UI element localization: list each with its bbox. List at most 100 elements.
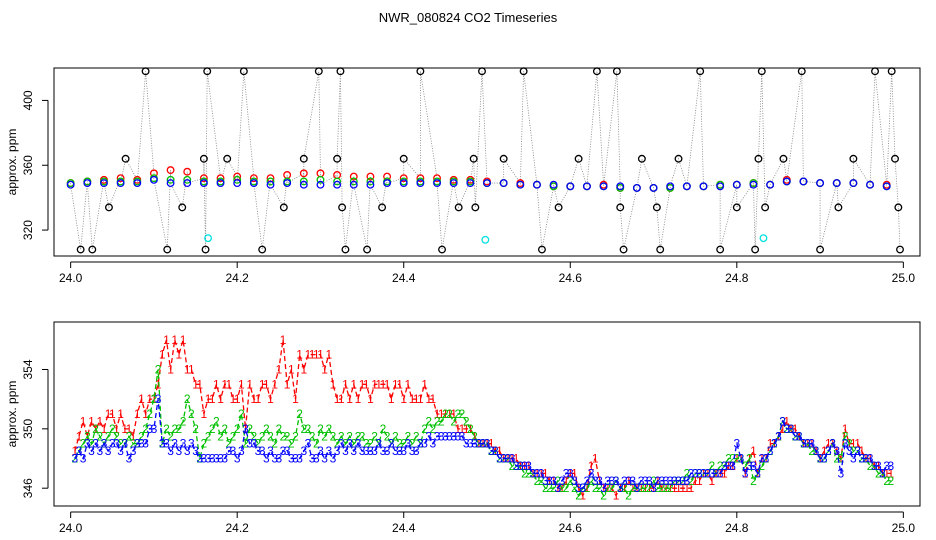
data-point-3 [599,182,608,191]
data-point-1: 1 [679,481,686,495]
data-point-3 [116,179,125,188]
data-point-3: 3 [750,459,757,473]
data-point-3 [649,183,658,192]
data-point-flagged [656,245,665,254]
data-point-3: 3 [733,437,740,451]
data-point-flagged [554,203,563,212]
data-point-1: 1 [330,377,337,391]
data-point-3: 3 [700,466,707,480]
data-point-2: 2 [679,474,686,488]
data-point-3: 3 [425,429,432,443]
data-point-2: 2 [883,474,890,488]
data-point-1: 1 [650,481,657,495]
data-point-3: 3 [592,474,599,488]
y-tick-label: 350 [21,419,35,439]
data-point-1: 1 [858,444,865,458]
data-point-2: 2 [392,429,399,443]
data-point-flagged [592,67,601,76]
data-point-flagged [871,67,879,76]
data-point-3: 3 [346,437,353,451]
data-point-2: 2 [642,481,649,495]
data-point-3: 3 [263,452,270,466]
data-point-3 [732,180,741,189]
data-point-1: 1 [334,392,341,406]
data-point-1: 1 [188,362,195,376]
data-point-3: 3 [217,452,224,466]
data-point-3: 3 [317,444,324,458]
data-point-3 [183,179,192,188]
data-point-2: 2 [446,407,453,421]
data-point-3: 3 [829,437,836,451]
data-point-3: 3 [88,444,95,458]
data-point-2: 2 [359,429,366,443]
data-point-1: 1 [750,444,757,458]
data-point-2: 2 [459,407,466,421]
data-point-1: 1 [359,377,366,391]
data-point-2 [366,177,375,186]
data-point-3: 3 [783,422,790,436]
data-point-3: 3 [192,444,199,458]
x-tick-label: 25.0 [892,521,916,535]
data-point-3: 3 [871,459,878,473]
data-point-1: 1 [284,377,291,391]
data-point-2: 2 [330,429,337,443]
data-point-3: 3 [234,452,241,466]
data-point-3: 3 [638,474,645,488]
data-point-3: 3 [80,452,87,466]
data-point-3: 3 [446,429,453,443]
y-tick-label: 354 [21,359,35,379]
data-point-3 [582,182,591,191]
data-point-1: 1 [126,422,133,436]
data-point-1: 1 [571,466,578,480]
data-point-1: 1 [325,348,332,362]
data-point-3: 3 [717,466,724,480]
data-point-flagged [637,154,646,163]
data-point-1: 1 [688,481,695,495]
data-point-1: 1 [417,392,424,406]
data-point-3 [699,182,708,191]
data-point-1: 1 [300,362,307,376]
data-point-3: 3 [567,466,574,480]
data-point-2: 2 [509,459,516,473]
data-point-3: 3 [384,444,391,458]
data-point-2: 2 [725,452,732,466]
data-point-1: 1 [184,362,191,376]
data-point-3: 3 [858,452,865,466]
data-point-2: 2 [305,422,312,436]
data-point-3: 3 [238,444,245,458]
data-point-3: 3 [692,466,699,480]
data-point-3 [366,180,375,189]
data-point-flagged [751,245,760,254]
data-point-2: 2 [205,429,212,443]
data-point-2: 2 [663,481,670,495]
data-point-2: 2 [455,407,462,421]
data-point-1 [299,169,308,178]
data-point-3: 3 [267,444,274,458]
data-point-3 [299,180,308,189]
data-point-3: 3 [196,452,203,466]
data-point-2: 2 [463,414,470,428]
data-point-2: 2 [659,481,666,495]
data-point-1: 1 [525,459,532,473]
data-point-1: 1 [409,392,416,406]
data-point-3 [782,177,791,186]
data-point-1: 1 [721,466,728,480]
data-point-2: 2 [176,422,183,436]
data-point-2: 2 [434,414,441,428]
data-point-1: 1 [767,437,774,451]
data-point-3: 3 [646,474,653,488]
data-point-2: 2 [155,362,162,376]
data-point-2: 2 [334,437,341,451]
data-point-1: 1 [538,466,545,480]
data-point-3: 3 [388,437,395,451]
data-point-3: 3 [359,444,366,458]
data-point-1: 1 [375,377,382,391]
top-panel: 24.0 24.2 24.4 24.6 24.8 25.0 320 360 400 appro… [5,67,921,285]
data-point-1: 1 [513,452,520,466]
data-point-2: 2 [742,459,749,473]
data-point-1: 1 [459,422,466,436]
data-point-1 [216,174,225,183]
data-point-2: 2 [92,422,99,436]
data-point-3 [100,179,108,188]
data-point-2: 2 [654,481,661,495]
